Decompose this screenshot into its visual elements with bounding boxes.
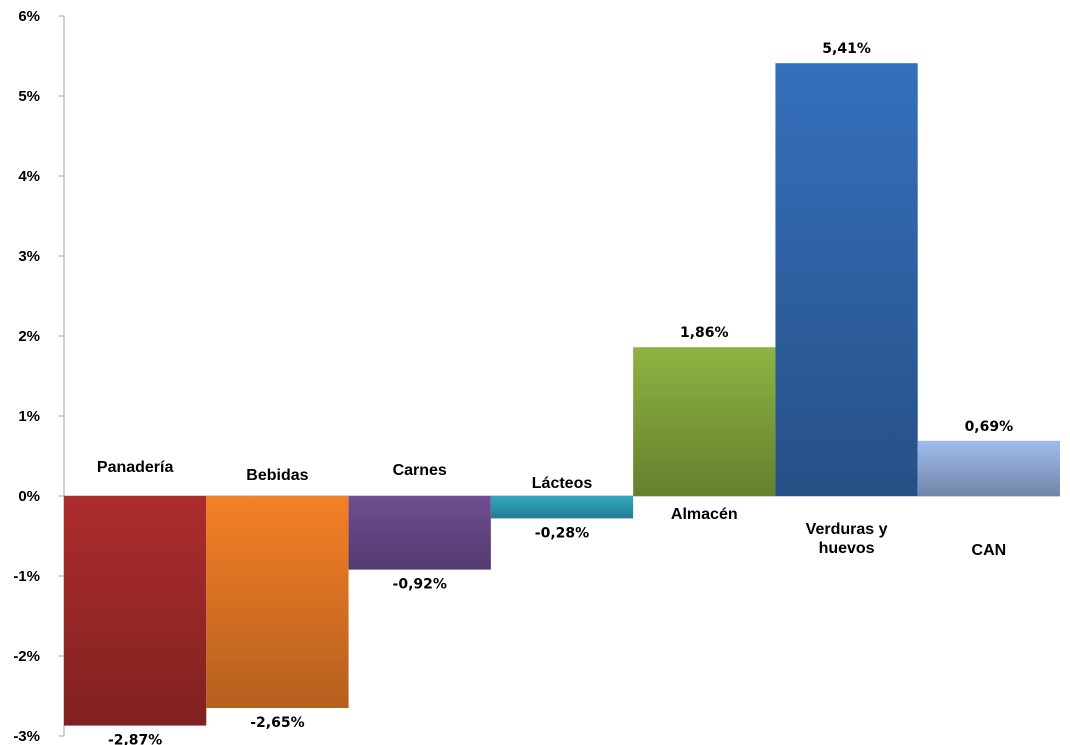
bar-5 (775, 63, 917, 496)
y-tick-label: 0% (18, 488, 40, 505)
y-tick-label: -2% (13, 648, 40, 665)
category-label-0: Panadería (97, 459, 174, 476)
bar-6 (918, 441, 1060, 496)
data-label-5: 5,41% (822, 41, 871, 57)
data-label-6: 0,69% (965, 419, 1014, 435)
category-label-2: Carnes (393, 462, 447, 479)
y-tick-label: 1% (18, 408, 40, 425)
category-label-4: Almacén (671, 506, 738, 523)
bars (64, 63, 1060, 725)
category-label-5: Verduras y huevos (806, 521, 888, 557)
data-label-4: 1,86% (680, 325, 729, 341)
y-tick-label: 3% (18, 248, 40, 265)
y-tick-label: 6% (18, 8, 40, 25)
data-label-0: -2,87% (108, 733, 162, 745)
category-label-6: CAN (972, 542, 1007, 559)
bar-1 (206, 496, 348, 708)
bar-3 (491, 496, 633, 518)
category-label-3: Lácteos (532, 475, 593, 492)
data-label-1: -2,65% (250, 715, 304, 731)
y-tick-label: -3% (13, 728, 40, 745)
y-tick-label: 4% (18, 168, 40, 185)
y-tick-label: 5% (18, 88, 40, 105)
bar-4 (633, 347, 775, 496)
data-label-2: -0,92% (393, 577, 447, 593)
y-tick-label: 2% (18, 328, 40, 345)
y-tick-label: -1% (13, 568, 40, 585)
bar-2 (349, 496, 491, 570)
category-label-1: Bebidas (246, 467, 308, 484)
data-label-3: -0,28% (535, 525, 589, 541)
bar-0 (64, 496, 206, 726)
